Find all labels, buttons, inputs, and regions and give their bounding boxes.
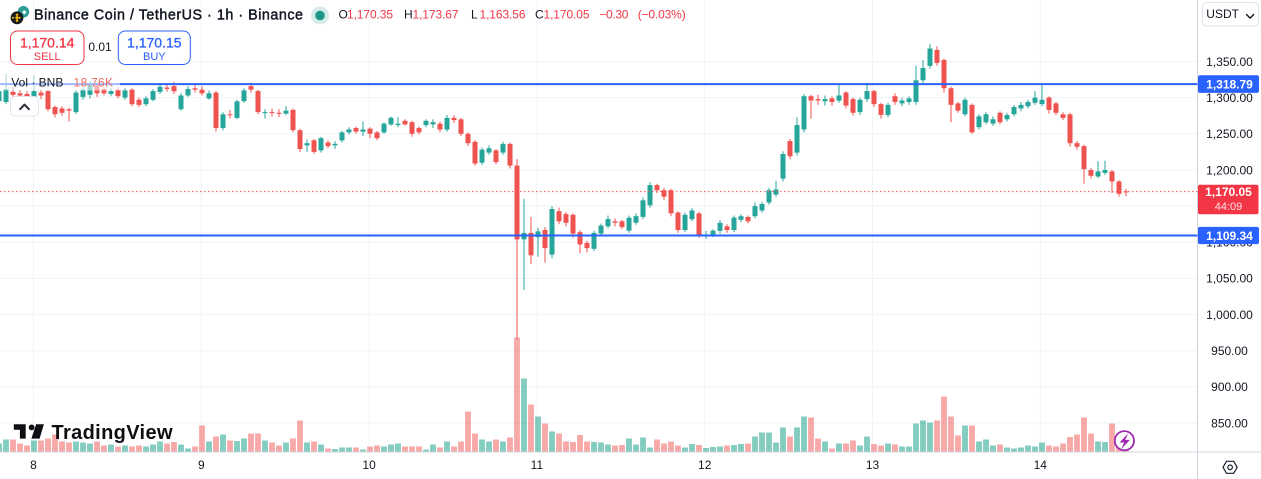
svg-text:H: H bbox=[404, 8, 413, 22]
svg-text:Binance Coin / TetherUS · 1h ·: Binance Coin / TetherUS · 1h · Binance bbox=[34, 8, 303, 24]
svg-text:900.00: 900.00 bbox=[1211, 380, 1248, 394]
svg-text:1,173.67: 1,173.67 bbox=[413, 8, 459, 22]
svg-text:BUY: BUY bbox=[143, 51, 166, 63]
svg-text:8: 8 bbox=[30, 458, 37, 472]
svg-text:18.76K: 18.76K bbox=[74, 76, 114, 90]
svg-text:9: 9 bbox=[198, 458, 205, 472]
svg-text:1,350.00: 1,350.00 bbox=[1206, 55, 1253, 69]
svg-text:1,170.35: 1,170.35 bbox=[347, 8, 393, 22]
svg-text:850.00: 850.00 bbox=[1211, 416, 1248, 430]
svg-text:10: 10 bbox=[362, 458, 376, 472]
svg-text:950.00: 950.00 bbox=[1211, 344, 1248, 358]
svg-text:1,170.05: 1,170.05 bbox=[1205, 185, 1252, 199]
svg-text:−0.30: −0.30 bbox=[599, 8, 628, 22]
svg-text:1,163.56: 1,163.56 bbox=[480, 8, 526, 22]
svg-text:O: O bbox=[339, 8, 348, 22]
svg-text:1,318.79: 1,318.79 bbox=[1206, 77, 1253, 91]
svg-text:1,170.14: 1,170.14 bbox=[20, 35, 75, 51]
svg-text:1,200.00: 1,200.00 bbox=[1206, 163, 1253, 177]
svg-text:1,300.00: 1,300.00 bbox=[1206, 91, 1253, 105]
svg-text:0.01: 0.01 bbox=[88, 40, 112, 54]
svg-text:(−0.03%): (−0.03%) bbox=[638, 8, 686, 22]
svg-text:L: L bbox=[471, 8, 478, 22]
svg-text:12: 12 bbox=[698, 458, 712, 472]
svg-text:1,000.00: 1,000.00 bbox=[1206, 308, 1253, 322]
svg-text:1,109.34: 1,109.34 bbox=[1206, 229, 1253, 243]
svg-text:TradingView: TradingView bbox=[52, 422, 173, 444]
svg-text:1,250.00: 1,250.00 bbox=[1206, 127, 1253, 141]
svg-text:44:09: 44:09 bbox=[1215, 201, 1243, 213]
svg-text:1,050.00: 1,050.00 bbox=[1206, 272, 1253, 286]
svg-text:C: C bbox=[535, 8, 544, 22]
svg-text:SELL: SELL bbox=[34, 51, 61, 63]
svg-text:14: 14 bbox=[1034, 458, 1048, 472]
svg-text:1,170.15: 1,170.15 bbox=[127, 35, 182, 51]
svg-text:USDT: USDT bbox=[1206, 7, 1239, 21]
svg-text:11: 11 bbox=[531, 458, 544, 472]
svg-text:1,170.05: 1,170.05 bbox=[544, 8, 590, 22]
svg-text:13: 13 bbox=[866, 458, 880, 472]
svg-text:Vol · BNB: Vol · BNB bbox=[11, 76, 63, 90]
